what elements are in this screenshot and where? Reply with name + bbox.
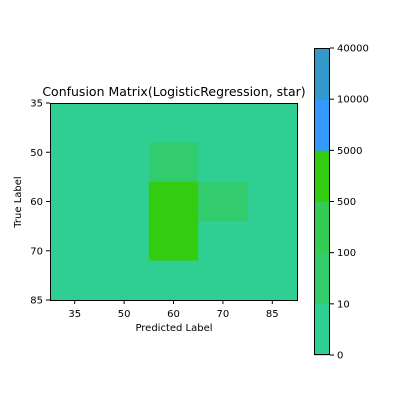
colorbar-band <box>314 303 330 356</box>
heatmap-cell <box>50 260 100 301</box>
colorbar-band <box>314 99 330 151</box>
heatmap-cell <box>99 181 150 222</box>
colorbar-tick-label: 500 <box>337 197 356 208</box>
heatmap-cell <box>99 221 150 261</box>
heatmap-cell <box>148 181 199 222</box>
colorbar-band <box>314 252 330 305</box>
colorbar-tick-label: 5000 <box>337 146 362 157</box>
y-tick-label: 70 <box>30 246 43 257</box>
colorbar-band <box>314 48 330 100</box>
heatmap-cell <box>198 142 248 183</box>
heatmap-cell <box>50 103 100 143</box>
colorbar-tick-label: 10000 <box>337 95 369 106</box>
heatmap-cell <box>198 221 248 261</box>
heatmap-cell <box>50 142 100 183</box>
heatmap-cell <box>247 221 298 261</box>
colorbar: 0 10 100 500 5000 10000 40000 <box>314 44 369 362</box>
y-axis: 35 50 60 70 85 <box>30 99 50 307</box>
y-tick-label: 50 <box>30 148 43 159</box>
heatmap-cell <box>99 103 150 143</box>
heatmap-cell <box>247 103 298 143</box>
heatmap-cell <box>148 142 199 183</box>
heatmap-cell <box>99 260 150 301</box>
heatmap-cell <box>50 221 100 261</box>
heatmap-cell <box>247 181 298 222</box>
heatmap-cell <box>198 260 248 301</box>
heatmap-cell <box>247 142 298 183</box>
x-axis-label: Predicted Label <box>135 323 212 334</box>
heatmap-cells <box>50 103 298 301</box>
x-tick-label: 50 <box>118 309 131 320</box>
colorbar-tick-label: 0 <box>337 351 343 362</box>
heatmap-cell <box>247 260 298 301</box>
heatmap-cell <box>99 142 150 183</box>
colorbar-tick-label: 10 <box>337 299 350 310</box>
x-tick-label: 60 <box>167 309 180 320</box>
colorbar-tick-label: 40000 <box>337 44 369 55</box>
x-tick-label: 85 <box>266 309 279 320</box>
heatmap-cell <box>148 221 199 261</box>
heatmap-cell <box>198 103 248 143</box>
y-tick-label: 60 <box>30 197 43 208</box>
colorbar-tick-label: 100 <box>337 248 356 259</box>
y-axis-label: True Label <box>13 176 24 228</box>
colorbar-band <box>314 201 330 254</box>
heatmap-cell <box>148 260 199 301</box>
heatmap-cell <box>198 181 248 222</box>
y-tick-label: 85 <box>30 296 43 307</box>
y-tick-label: 35 <box>30 99 43 110</box>
x-tick-label: 35 <box>68 309 81 320</box>
colorbar-frame <box>314 48 330 355</box>
heatmap-cell <box>50 181 100 222</box>
chart-title: Confusion Matrix(LogisticRegression, sta… <box>42 84 305 99</box>
x-axis: 35 50 60 70 85 <box>68 300 279 320</box>
x-tick-label: 70 <box>217 309 230 320</box>
heatmap-cell <box>148 103 199 143</box>
colorbar-band <box>314 150 330 202</box>
